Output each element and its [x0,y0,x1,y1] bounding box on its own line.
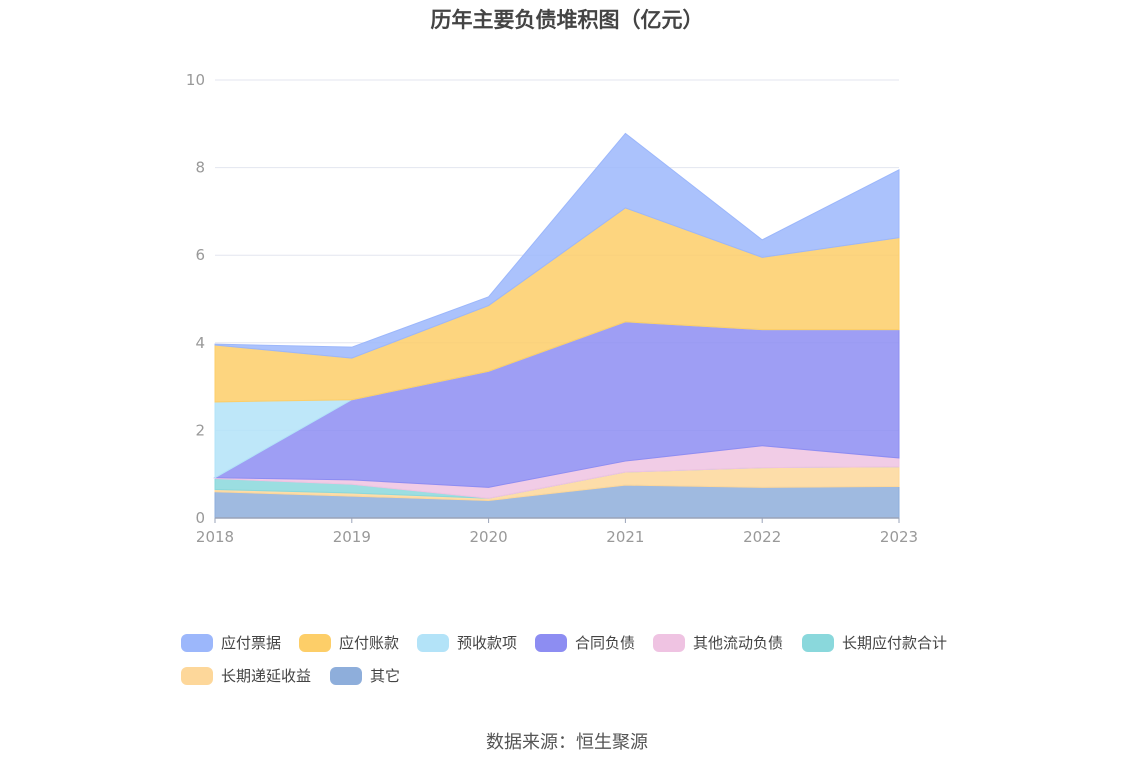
legend-swatch [181,667,213,685]
legend-item[interactable]: 长期应付款合计 [802,634,947,652]
y-tick-label: 0 [195,509,205,527]
legend-item[interactable]: 长期递延收益 [181,667,311,685]
legend-swatch [802,634,834,652]
x-tick-label: 2022 [743,528,781,546]
legend-item[interactable]: 其它 [330,667,400,685]
legend-label: 其他流动负债 [693,634,783,652]
x-tick-label: 2019 [333,528,371,546]
legend-label: 合同负债 [575,634,635,652]
legend-item[interactable]: 其他流动负债 [653,634,783,652]
axes: 0 2 4 6 8 10 2018 2019 2020 2021 2022 2023 [186,71,918,546]
y-tick-label: 6 [195,246,205,264]
legend-label: 长期递延收益 [221,667,311,685]
legend-swatch [299,634,331,652]
legend-item[interactable]: 应付账款 [299,634,399,652]
source-note: 数据来源：恒生聚源 [486,732,648,753]
x-tick-label: 2020 [470,528,508,546]
legend-label: 长期应付款合计 [842,634,947,652]
y-tick-label: 4 [195,334,205,352]
y-tick-label: 8 [195,159,205,177]
legend-swatch [181,634,213,652]
legend-item[interactable]: 预收款项 [417,634,517,652]
x-tick-label: 2023 [880,528,918,546]
x-tick-label: 2021 [606,528,644,546]
legend-swatch [535,634,567,652]
legend-item[interactable]: 合同负债 [535,634,635,652]
y-tick-label: 10 [186,71,205,89]
legend-swatch [330,667,362,685]
area-series [213,132,900,519]
legend-label: 预收款项 [457,634,517,652]
legend-swatch [653,634,685,652]
x-tick-label: 2018 [196,528,234,546]
legend-swatch [417,634,449,652]
legend-item[interactable]: 应付票据 [181,634,281,652]
legend-label: 其它 [370,667,400,685]
chart-title: 历年主要负债堆积图（亿元） [430,8,704,32]
y-tick-label: 2 [195,421,205,439]
legend-label: 应付票据 [221,634,281,652]
area-7 [214,132,900,359]
legend-label: 应付账款 [339,634,399,652]
